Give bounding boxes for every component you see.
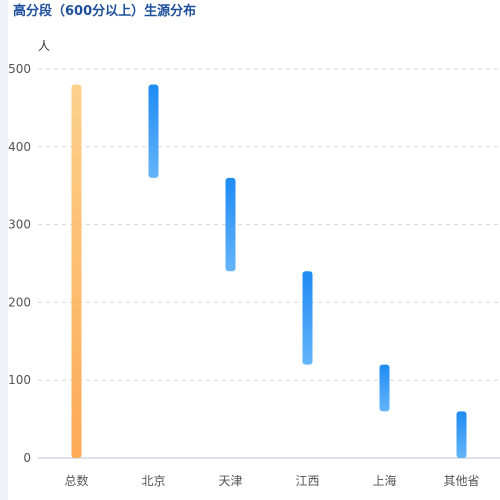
bar-其他省 bbox=[456, 411, 467, 458]
x-tick-label: 北京 bbox=[141, 474, 165, 488]
bar-天津 bbox=[225, 177, 236, 272]
y-tick-label: 0 bbox=[23, 451, 31, 465]
x-tick-label: 总数 bbox=[64, 473, 88, 488]
bar-上海 bbox=[379, 364, 390, 412]
bar-北京 bbox=[148, 84, 159, 178]
y-tick-label: 400 bbox=[8, 140, 31, 154]
y-tick-label: 500 bbox=[8, 62, 31, 76]
y-tick-label: 100 bbox=[8, 373, 31, 387]
bar-江西 bbox=[302, 271, 313, 365]
tick-labels: 0 100 200 300 400 500 总数 北京 天津 江西 上海 其他省 bbox=[8, 62, 479, 488]
grid-lines bbox=[38, 68, 500, 381]
y-tick-label: 300 bbox=[8, 218, 31, 232]
x-tick-label: 天津 bbox=[218, 474, 242, 488]
y-tick-label: 200 bbox=[8, 295, 31, 309]
x-tick-label: 其他省 bbox=[443, 474, 479, 488]
x-tick-label: 上海 bbox=[372, 473, 396, 488]
y-axis-unit-label: 人 bbox=[38, 39, 51, 53]
chart-title: 高分段（600分以上）生源分布 bbox=[13, 4, 197, 19]
bar-总数 bbox=[71, 84, 82, 458]
left-edge-stripe bbox=[0, 0, 8, 500]
x-tick-label: 江西 bbox=[295, 474, 319, 488]
bars bbox=[71, 84, 467, 458]
